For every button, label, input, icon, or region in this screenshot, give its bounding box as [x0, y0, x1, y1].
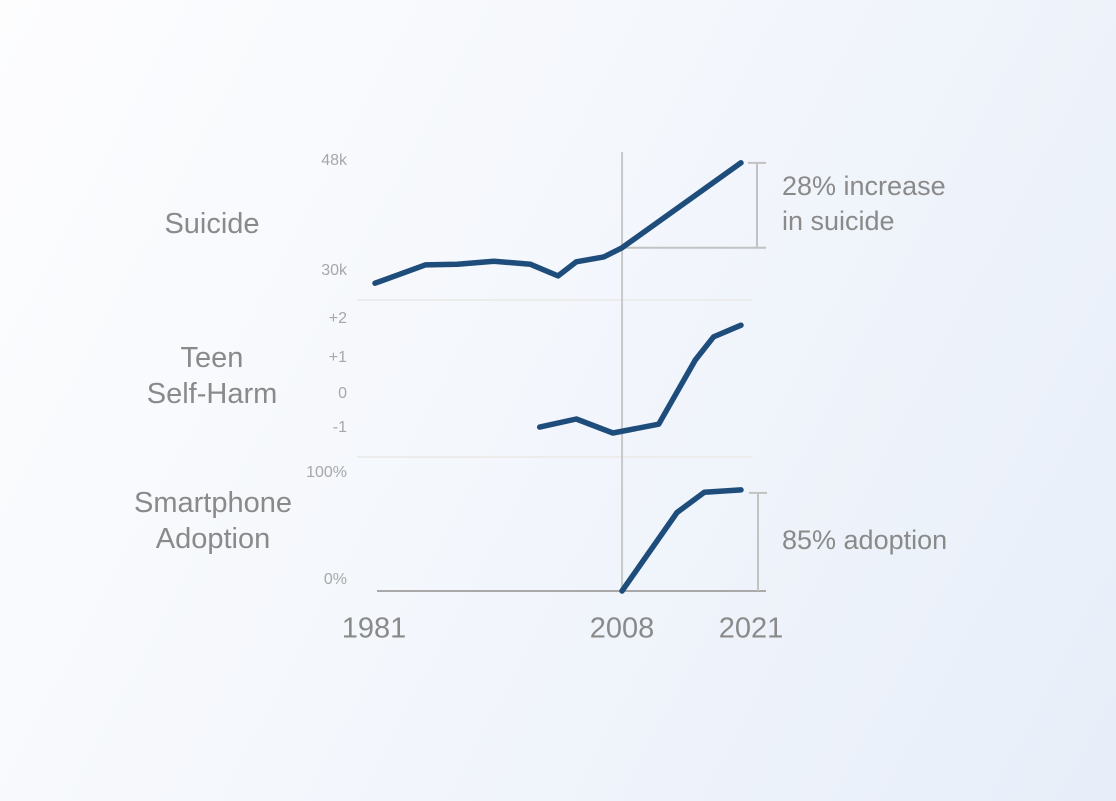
- y-tick-label-plus2: +2: [328, 310, 347, 327]
- panel-label-line: Adoption: [155, 523, 271, 555]
- annotation-line: 28% increase: [782, 171, 946, 201]
- y-tick-label-48k: 48k: [321, 152, 347, 169]
- y-tick-label-100pct: 100%: [306, 464, 347, 481]
- annotation-smartphone-adoption: 85% adoption: [782, 523, 947, 558]
- x-tick-label-2008: 2008: [589, 612, 655, 645]
- panel-label-teen-self-harm: Teen Self-Harm: [147, 340, 278, 412]
- smartphone-adoption-line: [619, 487, 744, 594]
- annotation-line: 85% adoption: [782, 525, 948, 555]
- panel-label-smartphone-adoption: Smartphone Adoption: [134, 485, 292, 557]
- panel-label-line: Self-Harm: [146, 378, 278, 410]
- annotation-line: in suicide: [782, 206, 895, 236]
- y-tick-label-30k: 30k: [321, 262, 347, 279]
- y-tick-label-zero: 0: [338, 385, 347, 402]
- annotation-suicide-increase: 28% increase in suicide: [782, 169, 946, 239]
- x-tick-label-1981: 1981: [341, 612, 407, 645]
- y-tick-label-0pct: 0%: [323, 571, 347, 588]
- panel-label-line: Smartphone: [134, 487, 292, 519]
- x-tick-label-2021: 2021: [718, 612, 784, 645]
- suicide-line: [372, 160, 744, 286]
- teen-self-harm-line: [536, 322, 744, 436]
- y-tick-label-minus1: -1: [332, 419, 347, 436]
- panel-label-suicide: Suicide: [164, 206, 259, 242]
- y-tick-label-plus1: +1: [328, 349, 347, 366]
- panel-label-line: Suicide: [164, 208, 260, 240]
- panel-label-line: Teen: [180, 342, 244, 374]
